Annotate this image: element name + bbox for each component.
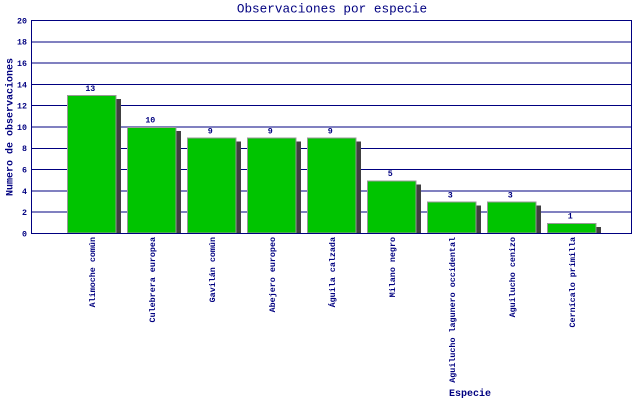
svg-text:3: 3 <box>508 191 513 200</box>
svg-text:Cernícalo primilla: Cernícalo primilla <box>568 237 578 327</box>
svg-text:4: 4 <box>22 188 27 197</box>
svg-text:Milano negro: Milano negro <box>388 237 398 297</box>
svg-text:9: 9 <box>328 127 333 136</box>
svg-text:20: 20 <box>17 17 27 26</box>
svg-text:Abejero europeo: Abejero europeo <box>268 237 278 312</box>
svg-text:9: 9 <box>208 127 213 136</box>
svg-text:14: 14 <box>17 81 27 90</box>
svg-text:1: 1 <box>568 213 573 222</box>
svg-text:3: 3 <box>448 191 453 200</box>
svg-text:8: 8 <box>22 145 27 154</box>
svg-text:Gavilán común: Gavilán común <box>208 237 218 302</box>
svg-text:Águila calzada: Águila calzada <box>327 237 338 307</box>
svg-text:12: 12 <box>17 103 27 112</box>
svg-text:9: 9 <box>268 127 273 136</box>
svg-text:10: 10 <box>145 117 155 126</box>
svg-text:Especie: Especie <box>449 388 491 400</box>
svg-text:Numero de observaciones: Numero de observaciones <box>5 58 17 196</box>
svg-text:18: 18 <box>17 39 27 48</box>
svg-text:6: 6 <box>22 167 27 176</box>
svg-text:13: 13 <box>85 85 95 94</box>
svg-text:0: 0 <box>22 230 27 239</box>
svg-text:10: 10 <box>17 124 27 133</box>
svg-text:16: 16 <box>17 60 27 69</box>
svg-text:Aguilucho cenizo: Aguilucho cenizo <box>508 237 518 317</box>
svg-text:5: 5 <box>388 170 393 179</box>
svg-text:Aguilucho lagunero occidental: Aguilucho lagunero occidental <box>448 237 458 383</box>
svg-text:2: 2 <box>22 209 27 218</box>
svg-text:Culebrera europea: Culebrera europea <box>148 237 158 322</box>
svg-text:Alimoche común: Alimoche común <box>88 237 98 307</box>
svg-text:Observaciones por especie: Observaciones por especie <box>237 2 427 17</box>
